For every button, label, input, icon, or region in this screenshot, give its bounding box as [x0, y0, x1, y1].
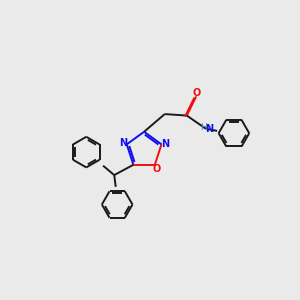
Text: N: N: [161, 140, 169, 149]
Text: N: N: [119, 138, 127, 148]
Text: O: O: [152, 164, 160, 174]
Text: H: H: [200, 122, 207, 131]
Text: O: O: [192, 88, 200, 98]
Text: N: N: [206, 124, 214, 134]
